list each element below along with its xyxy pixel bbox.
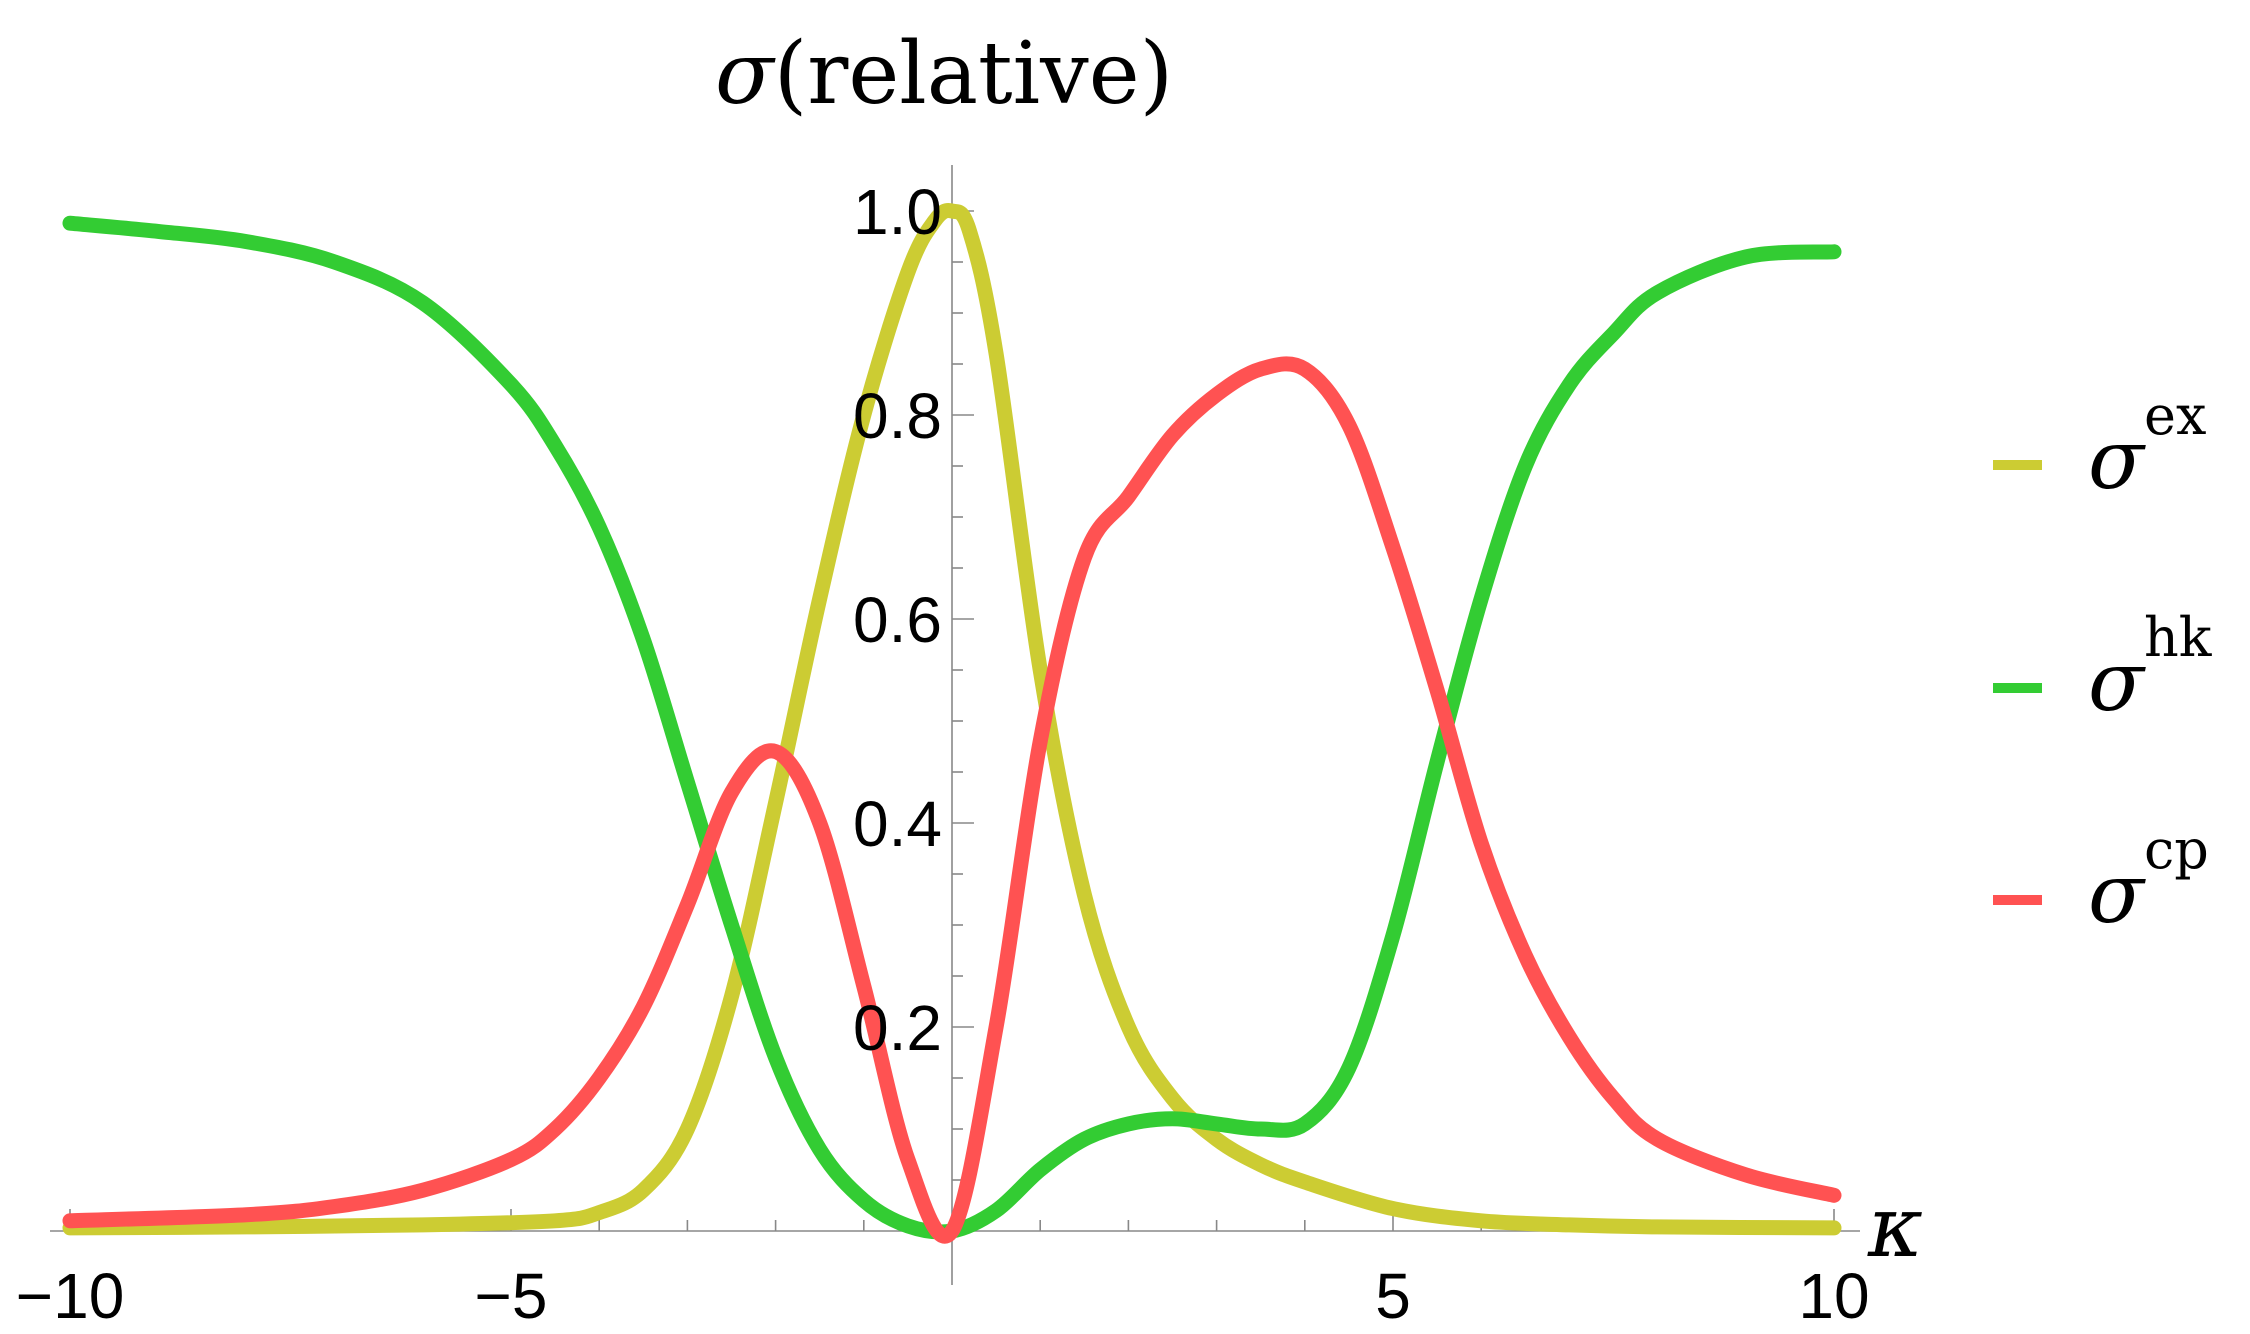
y-axis-label-text: (relative) [774,24,1173,124]
series-line-hk [62,215,1842,1240]
legend-item-hk: σhk [1993,606,2213,730]
legend: σex σhk σcp [1993,384,2213,942]
y-axis-label-symbol: σ [715,24,776,124]
series-line-cp [62,356,1842,1244]
x-tick-label: −5 [475,1260,548,1332]
x-tick-label: 10 [1798,1260,1869,1332]
y-minor-ticks [952,210,974,1181]
y-tick-label: 0.6 [853,584,942,656]
legend-item-ex: σex [1993,384,2206,508]
x-tick-label: 5 [1375,1260,1411,1332]
y-tick-label: 1.0 [853,176,942,248]
legend-symbol-hk: σ [2088,635,2146,730]
legend-superscript-hk: hk [2144,606,2213,669]
legend-label-cp: σcp [2088,818,2209,942]
series-lines [62,202,1842,1244]
y-axis-label: σ(relative) [715,24,1173,124]
y-tick-label: 0.2 [853,992,942,1064]
legend-superscript-cp: cp [2144,818,2209,881]
series-line-ex [62,202,1842,1236]
y-tick-label: 0.8 [853,380,942,452]
y-tick-label: 0.4 [853,788,942,860]
legend-label-ex: σex [2088,384,2206,508]
legend-label-hk: σhk [2088,606,2213,730]
legend-item-cp: σcp [1993,818,2209,942]
y-tick-labels: 0.2 0.4 0.6 0.8 1.0 [853,176,942,1064]
x-tick-label: −10 [16,1260,125,1332]
legend-symbol-ex: σ [2088,413,2146,508]
legend-symbol-cp: σ [2088,847,2146,942]
x-tick-labels: −10 −5 5 10 [16,1260,1870,1332]
x-axis-label: κ [1867,1178,1923,1276]
legend-superscript-ex: ex [2144,384,2206,447]
